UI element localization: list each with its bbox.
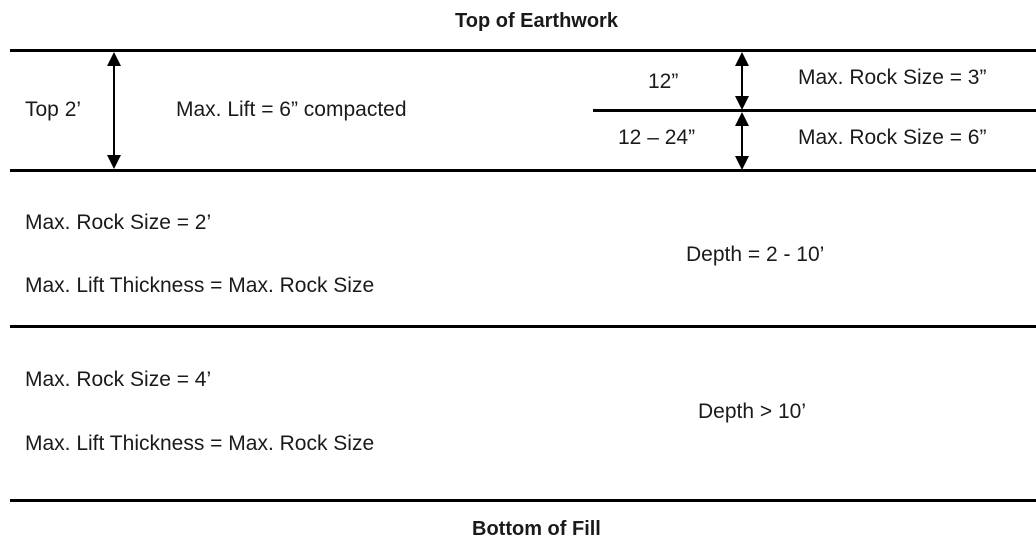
max-lift-label: Max. Lift = 6” compacted [176,98,407,121]
zone2-rock-size: Max. Rock Size = 2’ [25,211,212,234]
zone1-bottom-line [10,169,1036,172]
zone3-depth: Depth > 10’ [698,400,806,423]
top-2ft-arrow-down-icon [107,155,121,169]
zone2-depth: Depth = 2 - 10’ [686,243,825,266]
sub-12in-arrow-shaft [741,62,743,102]
sub-12in-arrow-up-icon [735,52,749,66]
top-2ft-arrow-shaft [113,62,115,160]
sub-depth-12-24in: 12 – 24” [618,126,696,149]
sub-rock-6in: Max. Rock Size = 6” [798,126,987,149]
zone3-rock-size: Max. Rock Size = 4’ [25,368,212,391]
zone2-lift-thickness: Max. Lift Thickness = Max. Rock Size [25,274,375,297]
sub-12-24in-arrow-up-icon [735,112,749,126]
sub-rock-3in: Max. Rock Size = 3” [798,66,987,89]
zone2-bottom-line [10,325,1036,328]
top-of-earthwork-label: Top of Earthwork [455,10,618,32]
sub-depth-12in: 12” [648,70,679,93]
zone3-lift-thickness: Max. Lift Thickness = Max. Rock Size [25,432,375,455]
top-2ft-arrow-up-icon [107,52,121,66]
sub-12-24in-arrow-down-icon [735,156,749,170]
bottom-of-fill-label: Bottom of Fill [472,518,601,540]
top-2ft-label: Top 2’ [25,98,82,121]
sub-12in-arrow-down-icon [735,96,749,110]
sub-12-24in-arrow-shaft [741,122,743,162]
sub-zone-divider-line [593,109,1036,112]
top-boundary-line [10,49,1036,52]
zone3-bottom-line [10,499,1036,502]
